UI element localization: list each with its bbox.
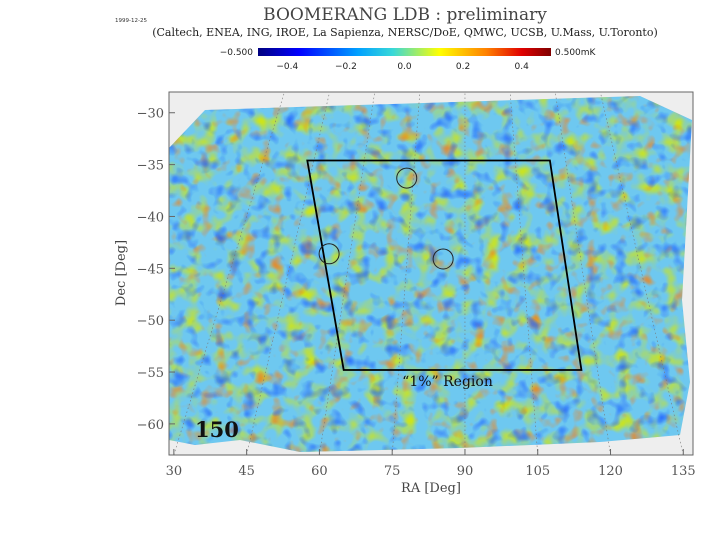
x-tick-label: 75 (384, 464, 401, 479)
frequency-label: 150 (195, 417, 239, 442)
source-marker-circle (318, 243, 340, 265)
x-tick-label: 90 (457, 464, 474, 479)
ra-grid-line (509, 91, 539, 456)
colorbar-gradient (258, 48, 551, 56)
x-axis-label: RA [Deg] (401, 481, 461, 496)
colorbar-ticks: −0.4 −0.2 0.0 0.2 0.4 (276, 62, 529, 72)
ra-grid-line (391, 91, 421, 456)
source-markers (318, 167, 454, 270)
sky-temperature-map (169, 96, 692, 452)
ra-grid-line (554, 91, 611, 456)
x-tick-label: 30 (166, 464, 183, 479)
y-axis-ticks: −30 −35 −40 −45 −50 −55 −60 (137, 107, 175, 433)
colorbar-tick-label: −0.2 (335, 62, 357, 72)
source-marker-circle (432, 248, 454, 270)
ra-grid-lines (173, 91, 684, 456)
y-axis-label: Dec [Deg] (114, 240, 129, 306)
y-tick-label: −55 (137, 366, 164, 381)
colorbar-tick-label: 0.0 (397, 62, 412, 72)
y-tick-label: −40 (137, 210, 164, 225)
y-tick-label: −45 (137, 262, 164, 277)
x-tick-label: 135 (671, 464, 696, 479)
colorbar-min-label: −0.500 (220, 48, 254, 58)
colorbar-tick-label: 0.4 (515, 62, 530, 72)
plot-frame (168, 91, 694, 456)
source-marker-circle (396, 167, 418, 189)
region-label: “1%” Region (402, 374, 493, 390)
x-tick-label: 120 (598, 464, 623, 479)
y-tick-label: −30 (137, 107, 164, 122)
ra-grid-line (173, 91, 285, 456)
y-tick-label: −35 (137, 159, 164, 174)
y-tick-label: −60 (137, 418, 164, 433)
x-tick-label: 45 (238, 464, 255, 479)
x-tick-label: 60 (311, 464, 328, 479)
colorbar-tick-label: 0.2 (456, 62, 470, 72)
figure-title: BOOMERANG LDB : preliminary (263, 5, 547, 25)
colorbar-tick-label: −0.4 (276, 62, 298, 72)
figure-subtitle: (Caltech, ENEA, ING, IROE, La Sapienza, … (152, 26, 658, 39)
ra-grid-line (319, 91, 376, 456)
x-tick-label: 105 (525, 464, 550, 479)
date-stamp: 1999-12-25 (115, 18, 147, 24)
y-tick-label: −50 (137, 314, 164, 329)
colorbar-max-label: 0.500mK (555, 48, 597, 58)
colorbar: −0.500 0.500mK −0.4 −0.2 0.0 0.2 0.4 (220, 48, 597, 72)
one-percent-region-outline (306, 159, 583, 371)
x-axis-ticks: 30 45 60 75 90 105 120 135 (166, 449, 696, 479)
